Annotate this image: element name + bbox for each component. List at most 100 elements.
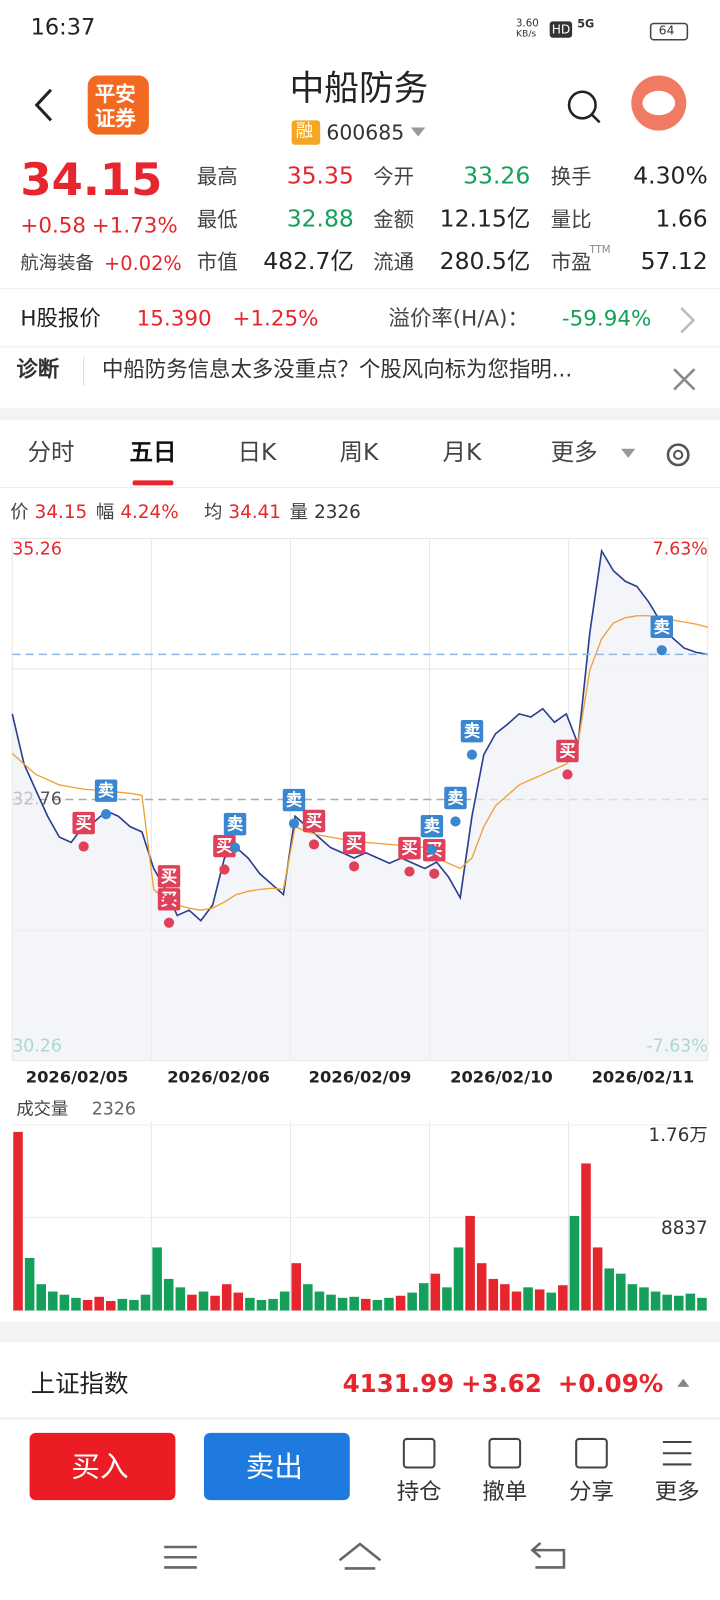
tab[interactable]: 五日 xyxy=(129,439,177,467)
separator xyxy=(0,1321,720,1343)
info-label: 幅 xyxy=(95,501,115,524)
dropdown-icon[interactable] xyxy=(410,127,426,137)
tab[interactable]: 月K xyxy=(442,439,482,467)
separator xyxy=(0,1417,720,1420)
tool-label[interactable]: 持仓 xyxy=(396,1479,442,1506)
trade-tag-label: 买 xyxy=(76,814,92,833)
chevron[interactable] xyxy=(680,307,696,334)
volume-bar xyxy=(511,1291,522,1311)
premium: -59.94% xyxy=(561,305,652,331)
volume-bar xyxy=(650,1291,661,1311)
trade-tag xyxy=(650,615,673,638)
sector: 航海装备 xyxy=(20,252,94,275)
logo-text: 证券 xyxy=(94,106,136,131)
tool-label[interactable]: 分享 xyxy=(569,1479,614,1506)
trade-tag-label: 卖 xyxy=(464,722,480,741)
trade-dot xyxy=(656,645,667,656)
volume-bar xyxy=(395,1295,406,1311)
volume-bar xyxy=(592,1247,603,1311)
volume-bar xyxy=(291,1263,302,1311)
buy-label[interactable]: 买入 xyxy=(71,1450,129,1484)
nav-back[interactable] xyxy=(530,1541,566,1569)
network: 5G xyxy=(577,17,595,31)
tab[interactable]: 周K xyxy=(339,439,379,467)
trade-tag-label: 买 xyxy=(346,833,362,852)
trade-tag xyxy=(556,739,579,763)
status-time: 16:37 xyxy=(30,15,96,41)
volume-bar xyxy=(24,1257,35,1311)
tool-icon[interactable] xyxy=(402,1437,436,1469)
volume-bar xyxy=(639,1287,649,1311)
volume-tick-label: 8837 xyxy=(661,1218,708,1239)
volume-bar xyxy=(152,1247,162,1311)
tab-indicator xyxy=(132,480,174,486)
volume-bar xyxy=(163,1278,174,1311)
volume-bar xyxy=(523,1287,533,1311)
volume-bar xyxy=(673,1295,684,1311)
x-tick-label: 2026/02/06 xyxy=(167,1067,270,1086)
tool-icon[interactable] xyxy=(488,1437,522,1469)
volume-bar xyxy=(534,1289,545,1311)
y2-tick-label: 7.63% xyxy=(653,540,708,560)
index-value: 4131.99 xyxy=(342,1369,455,1399)
trade-tag xyxy=(157,865,181,888)
trade-tag xyxy=(282,788,306,812)
stat-label: 市盈 xyxy=(550,249,592,275)
back-icon[interactable] xyxy=(34,88,53,122)
diagnosis-text[interactable]: 中船防务信息太多没重点？个股风向标为您指明... xyxy=(101,356,573,382)
sell-label[interactable]: 卖出 xyxy=(245,1450,303,1484)
h-share-change: +1.25% xyxy=(232,305,319,331)
volume-bar xyxy=(442,1287,452,1311)
tool-icon[interactable] xyxy=(662,1440,692,1466)
trade-tag xyxy=(444,786,467,810)
tool-label[interactable]: 撤单 xyxy=(482,1479,528,1506)
trade-dot xyxy=(426,844,437,855)
trade-tag xyxy=(420,814,444,838)
index-change: +3.62 xyxy=(460,1369,542,1399)
buy-button[interactable] xyxy=(29,1432,176,1501)
info-label: 均 xyxy=(203,501,223,524)
stat-value: 482.7亿 xyxy=(263,248,354,276)
stat-value: 33.26 xyxy=(463,163,531,190)
stat-label: 量比 xyxy=(550,207,592,232)
settings-icon[interactable] xyxy=(666,443,690,467)
volume-bar xyxy=(233,1292,244,1311)
avatar xyxy=(642,90,676,116)
tool-icon[interactable] xyxy=(575,1437,608,1469)
expand-icon[interactable] xyxy=(677,1378,690,1387)
volume-bar xyxy=(372,1299,383,1311)
volume-bar xyxy=(662,1294,672,1311)
tab[interactable]: 日K xyxy=(237,439,277,467)
search-icon[interactable] xyxy=(567,90,597,120)
trade-tag-label: 卖 xyxy=(447,789,463,808)
trade-tag-label: 买 xyxy=(401,839,417,858)
trade-tag xyxy=(302,809,326,833)
index-name[interactable]: 上证指数 xyxy=(30,1369,129,1399)
trade-dot xyxy=(163,917,175,928)
nav-home[interactable] xyxy=(338,1542,382,1570)
stock-code: 600685 xyxy=(326,120,405,145)
tab[interactable]: 更多 xyxy=(550,439,598,467)
volume-bar xyxy=(13,1131,23,1311)
trade-dot xyxy=(404,866,415,877)
tool-label[interactable]: 更多 xyxy=(654,1479,700,1506)
x-tick-label: 2026/02/10 xyxy=(450,1067,553,1086)
trade-dot xyxy=(429,868,440,879)
nav-menu[interactable] xyxy=(164,1545,197,1569)
sell-button[interactable] xyxy=(203,1432,350,1501)
dropdown-icon[interactable] xyxy=(621,448,636,458)
trade-tag xyxy=(94,779,118,802)
h-share-label: H股报价 xyxy=(20,305,101,331)
volume-bar xyxy=(303,1284,313,1311)
trade-dot xyxy=(450,816,461,827)
stat-label: 换手 xyxy=(550,164,592,189)
x-tick-label: 2026/02/05 xyxy=(26,1067,129,1086)
close-icon[interactable] xyxy=(673,368,696,391)
tab[interactable]: 分时 xyxy=(27,439,75,467)
volume-bar xyxy=(279,1291,290,1311)
index-change-pct: +0.09% xyxy=(557,1369,664,1399)
volume-bar xyxy=(418,1283,429,1311)
info-value: 34.15 xyxy=(34,501,88,524)
trade-tag-label: 卖 xyxy=(654,617,670,636)
